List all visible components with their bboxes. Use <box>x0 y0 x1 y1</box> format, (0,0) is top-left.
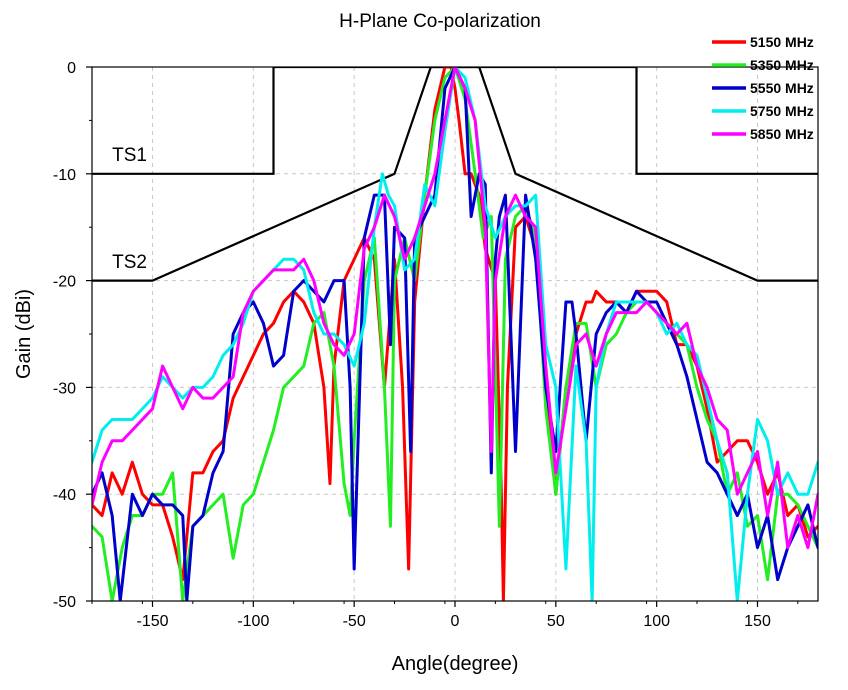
x-tick-label: -100 <box>237 613 269 630</box>
mask-ts2 <box>92 67 818 282</box>
mask-label-ts1: TS1 <box>112 145 147 166</box>
legend-item: 5150 MHz <box>712 34 814 50</box>
legend-item: 5850 MHz <box>712 126 814 142</box>
grid <box>92 66 818 602</box>
x-tick-label: -150 <box>136 613 168 630</box>
legend-item: 5350 MHz <box>712 57 814 73</box>
y-tick-label: -20 <box>53 274 76 291</box>
series-lines <box>92 67 818 601</box>
series-line-5350 <box>92 67 818 601</box>
y-tick-label: -30 <box>53 380 76 397</box>
legend-label: 5850 MHz <box>750 126 814 142</box>
series-line-5850 <box>92 67 818 550</box>
x-tick-label: 150 <box>744 613 771 630</box>
mask-label-ts2: TS2 <box>112 252 147 273</box>
legend-item: 5550 MHz <box>712 80 814 96</box>
x-tick-label: -50 <box>343 613 366 630</box>
y-axis-title: Gain (dBi) <box>13 289 35 379</box>
mask-lines <box>92 67 818 282</box>
y-tick-label: 0 <box>67 60 76 77</box>
chart-title: H-Plane Co-polarization <box>339 11 541 32</box>
series-line-5550 <box>92 67 818 601</box>
legend: 5150 MHz 5350 MHz 5550 MHz 5750 MHz 5850 MHz <box>712 34 814 142</box>
x-tick-label: 0 <box>451 613 460 630</box>
x-tick-label: 100 <box>643 613 670 630</box>
legend-label: 5350 MHz <box>750 57 814 73</box>
x-axis-title: Angle(degree) <box>392 653 519 675</box>
mask-ts1 <box>92 67 818 175</box>
y-tick-label: -50 <box>53 594 76 611</box>
legend-label: 5550 MHz <box>750 80 814 96</box>
y-tick-label: -40 <box>53 487 76 504</box>
axis-ticks: -150 -100 -50 0 50 100 150 0 -10 -20 -30 -40 -50 <box>53 60 799 630</box>
legend-label: 5150 MHz <box>750 34 814 50</box>
x-tick-label: 50 <box>547 613 565 630</box>
y-tick-label: -10 <box>53 167 76 184</box>
mask-labels: TS1 TS2 <box>112 145 147 273</box>
legend-label: 5750 MHz <box>750 103 814 119</box>
legend-item: 5750 MHz <box>712 103 814 119</box>
